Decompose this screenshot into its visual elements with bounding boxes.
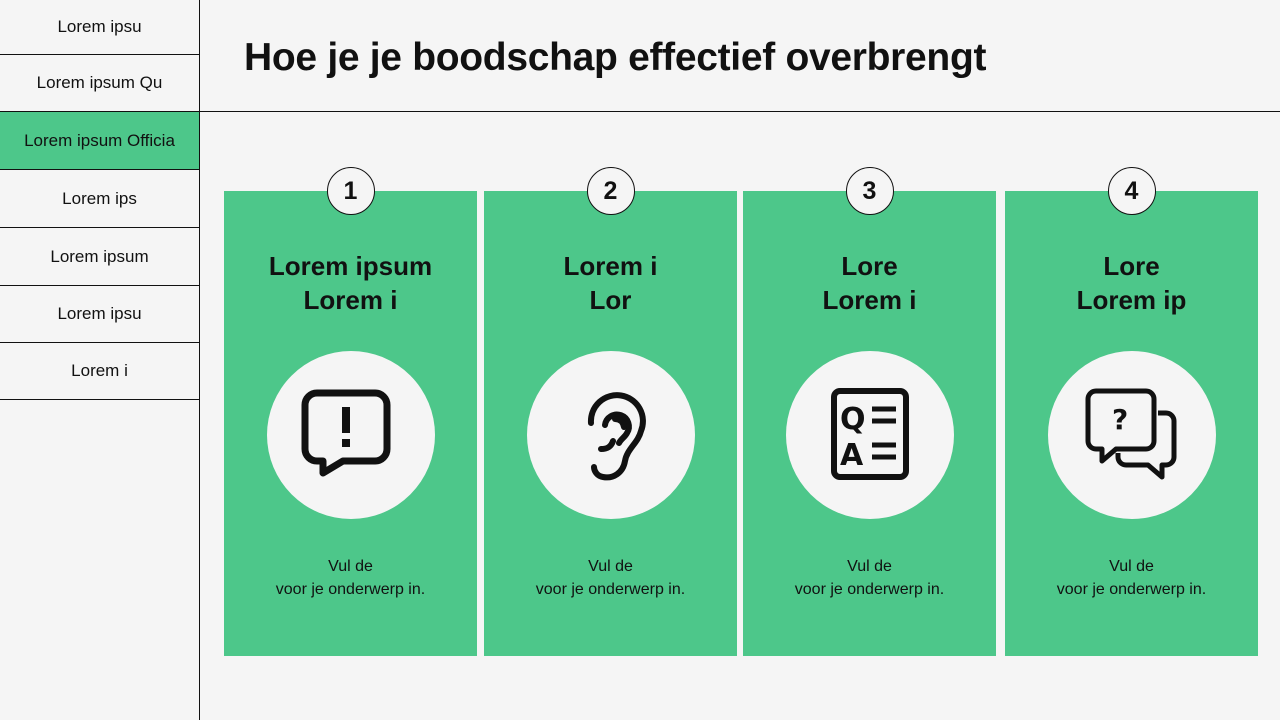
- card-title-line: Lorem ip: [1076, 285, 1187, 315]
- sidebar: Lorem ipsu Lorem ipsum Qu Lorem ipsum Of…: [0, 0, 200, 720]
- card-body-line: Vul de: [847, 558, 892, 575]
- card-title-line: Lore: [1103, 251, 1160, 281]
- sidebar-item-label: Lorem ipsu: [57, 304, 142, 323]
- card-title-line: Lor: [589, 285, 632, 315]
- sidebar-item-7[interactable]: Lorem i: [0, 343, 199, 400]
- qa-document-icon: QA: [830, 388, 909, 480]
- card-body-line: voor je onderwerp in.: [1056, 581, 1207, 598]
- card-body-line: Vul de: [1109, 558, 1154, 575]
- icon-circle: [266, 351, 435, 519]
- sidebar-item-label: Lorem ipsum Qu: [36, 73, 163, 92]
- step-number: 3: [845, 167, 894, 215]
- card-body-line: voor je onderwerp in.: [794, 581, 945, 598]
- sidebar-item-1[interactable]: Lorem ipsu: [0, 0, 199, 55]
- icon-circle: [526, 351, 695, 519]
- card-title-line: Lorem i: [303, 285, 398, 315]
- icon-circle: ?: [1047, 351, 1216, 519]
- header: Hoe je je boodschap effectief overbrengt: [200, 0, 1280, 112]
- sidebar-item-2[interactable]: Lorem ipsum Qu: [0, 55, 199, 112]
- sidebar-item-3-active[interactable]: Lorem ipsum Officia: [0, 112, 199, 170]
- card-title: Lorem ipsum Lorem i: [224, 249, 477, 317]
- sidebar-item-4[interactable]: Lorem ips: [0, 170, 199, 228]
- sidebar-item-label: Lorem ipsum: [50, 246, 149, 266]
- card-body: Vul de voor je onderwerp in.: [224, 555, 477, 601]
- card-title: Lore Lorem ip: [1005, 249, 1258, 317]
- card-title: Lore Lorem i: [743, 249, 996, 317]
- step-number: 1: [326, 167, 375, 215]
- sidebar-item-label: Lorem i: [71, 361, 128, 380]
- sidebar-item-5[interactable]: Lorem ipsum: [0, 228, 199, 286]
- page-title: Hoe je je boodschap effectief overbrengt: [244, 36, 987, 79]
- card-title-line: Lorem ipsum: [268, 251, 433, 281]
- svg-text:?: ?: [1112, 403, 1128, 436]
- card-title-line: Lorem i: [563, 251, 658, 281]
- sidebar-item-label: Lorem ipsu: [57, 17, 142, 36]
- card-title: Lorem i Lor: [484, 249, 737, 317]
- alert-speech-bubble-icon: [301, 389, 390, 477]
- step-card-4: 4 Lore Lorem ip ? Vul de voor je onderwerp…: [1005, 167, 1258, 656]
- svg-text:Q: Q: [840, 402, 866, 437]
- ear-icon: [587, 392, 646, 481]
- card-title-line: Lorem i: [822, 285, 917, 315]
- sidebar-item-label: Lorem ips: [62, 188, 137, 208]
- svg-text:A: A: [840, 438, 864, 473]
- question-chat-bubbles-icon: ?: [1085, 388, 1176, 480]
- card-body-line: voor je onderwerp in.: [275, 581, 426, 598]
- sidebar-item-label: Lorem ipsum Officia: [24, 130, 175, 150]
- step-number: 2: [586, 167, 635, 215]
- card-body-line: voor je onderwerp in.: [535, 581, 686, 598]
- card-title-line: Lore: [841, 251, 898, 281]
- step-card-1: 1 Lorem ipsum Lorem i Vul de voor je onder…: [224, 167, 477, 656]
- card-body: Vul de voor je onderwerp in.: [484, 555, 737, 601]
- sidebar-item-6[interactable]: Lorem ipsu: [0, 286, 199, 343]
- card-body-line: Vul de: [328, 558, 373, 575]
- step-number: 4: [1107, 167, 1156, 215]
- card-body-line: Vul de: [588, 558, 633, 575]
- step-card-2: 2 Lorem i Lor Vul de voor je onderwerp in.: [484, 167, 737, 656]
- card-body: Vul de voor je onderwerp in.: [743, 555, 996, 601]
- card-body: Vul de voor je onderwerp in.: [1005, 555, 1258, 601]
